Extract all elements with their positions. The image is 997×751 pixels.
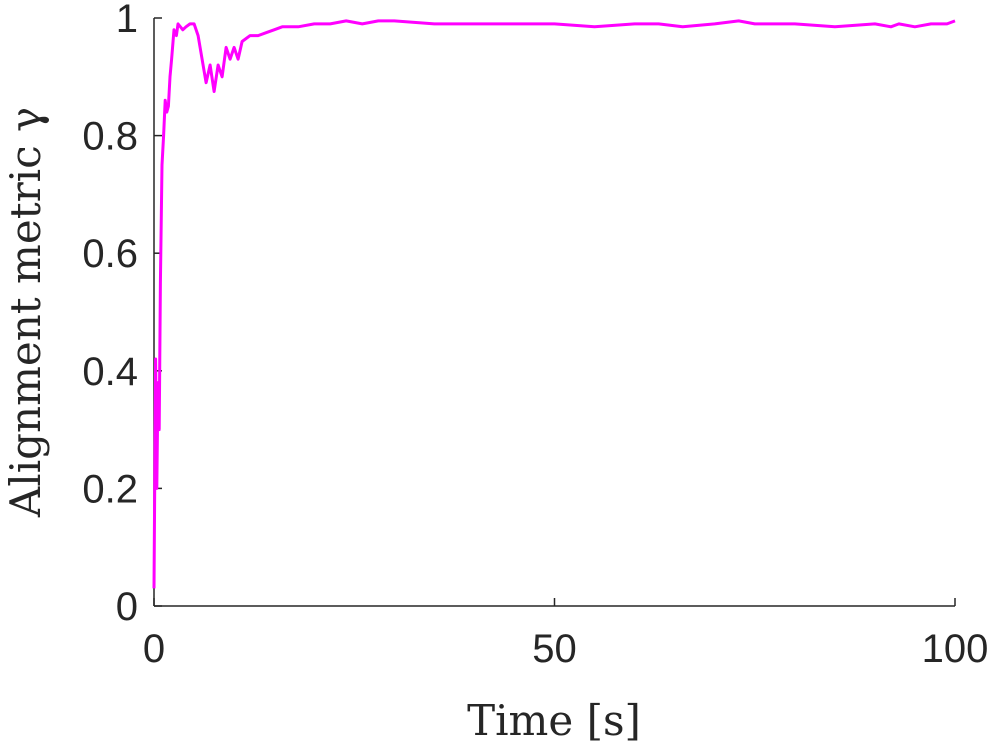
- x-tick-label: 50: [532, 627, 577, 671]
- x-tick-label: 100: [922, 627, 989, 671]
- y-tick-label: 0.6: [82, 232, 138, 276]
- y-tick-label: 0: [116, 585, 138, 629]
- x-tick-label: 0: [143, 627, 165, 671]
- plot-area: 0 50 100 0 0.2 0.4 0.6 0.8 1: [82, 0, 988, 671]
- y-tick-label: 1: [116, 0, 138, 41]
- y-tick-label: 0.8: [82, 115, 138, 159]
- series-layer: [152, 19, 956, 589]
- y-axis-ticks: 0 0.2 0.4 0.6 0.8 1: [82, 0, 162, 629]
- y-tick-label: 0.4: [82, 350, 138, 394]
- series-line: [152, 19, 956, 589]
- y-tick-label: 0.2: [82, 467, 138, 511]
- x-axis-ticks: 0 50 100: [143, 598, 989, 671]
- y-axis-label: Alignment metric γ: [1, 107, 50, 518]
- x-axis-label: Time [s]: [467, 696, 641, 745]
